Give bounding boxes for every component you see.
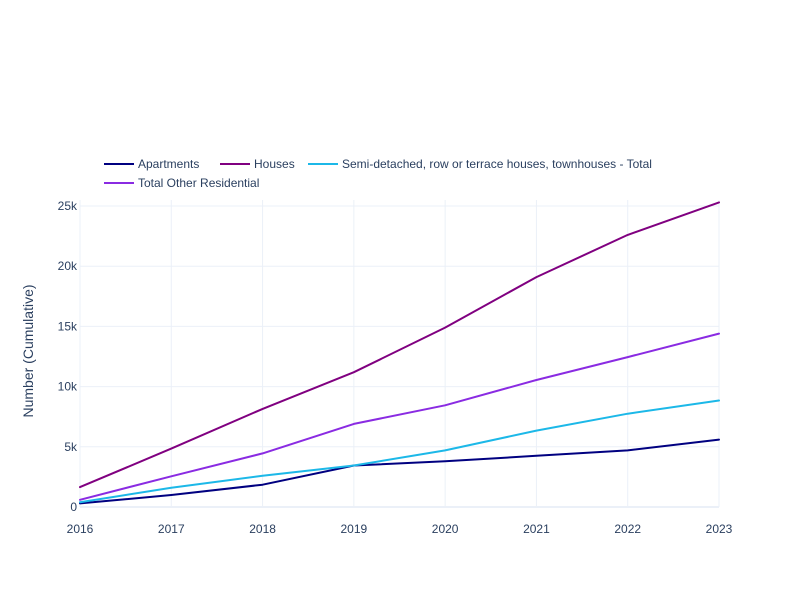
x-tick-label: 2021 [523,522,550,536]
x-tick-label: 2018 [249,522,276,536]
legend-label: Semi-detached, row or terrace houses, to… [342,157,652,171]
legend-item[interactable]: Total Other Residential [104,176,259,190]
legend-item[interactable]: Houses [220,157,295,171]
axes: 2016 2017 2018 2019 2020 2021 2022 2023 0 5k 10k 15… [58,199,733,536]
legend-item[interactable]: Apartments [104,157,199,171]
x-tick-label: 2019 [341,522,368,536]
y-tick-label: 0 [70,500,77,514]
series-line-total-other-residential[interactable] [79,332,720,501]
x-tick-label: 2023 [706,522,733,536]
grid [79,200,720,508]
y-tick-label: 20k [58,259,78,273]
legend-item[interactable]: Semi-detached, row or terrace houses, to… [308,157,652,171]
y-tick-label: 5k [64,440,78,454]
y-tick-label: 10k [58,380,78,394]
x-tick-label: 2017 [158,522,185,536]
y-tick-label: 15k [58,319,78,333]
legend-label: Apartments [138,157,199,171]
y-tick-label: 25k [58,199,78,213]
series-line-houses[interactable] [79,201,720,489]
series-line-semi-detached-row-or-terrace-houses-townhouses-total[interactable] [79,399,720,504]
y-axis-title: Number (Cumulative) [20,284,36,417]
x-tick-label: 2022 [614,522,641,536]
x-tick-label: 2020 [432,522,459,536]
legend-label: Houses [254,157,295,171]
legend-label: Total Other Residential [138,176,259,190]
legend[interactable]: Apartments Houses Semi-detached, row or te… [104,157,652,190]
x-tick-label: 2016 [67,522,94,536]
series-line-apartments[interactable] [79,438,720,505]
series-lines [79,201,720,505]
